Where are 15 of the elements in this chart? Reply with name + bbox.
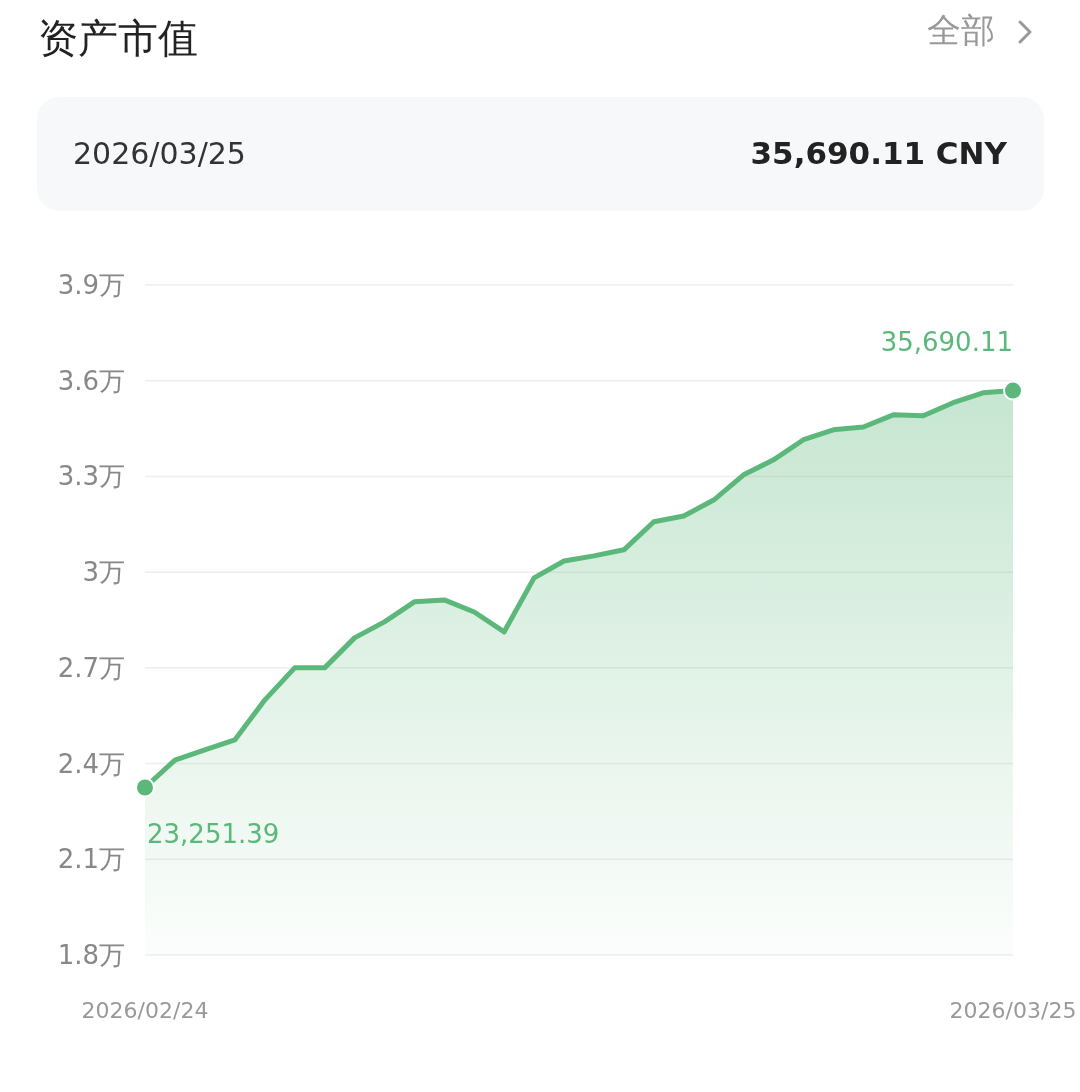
annotation: 23,251.39: [147, 818, 280, 849]
y-tick-label: 2.1万: [57, 844, 125, 875]
y-tick-label: 2.7万: [57, 652, 125, 683]
y-tick-label: 3.3万: [57, 461, 125, 492]
text: 2026/03/25: [73, 136, 246, 171]
y-tick-label: 1.8万: [57, 940, 125, 970]
chart-title: 资产市值: [38, 15, 198, 61]
text: 全部: [927, 10, 995, 50]
y-tick-label: 2.4万: [57, 748, 125, 779]
y-tick-label: 3万: [82, 557, 125, 588]
text: 35,690.11 CNY: [750, 135, 1008, 171]
annotation: 35,690.11: [880, 326, 1013, 357]
x-tick-label: 2026/02/24: [81, 998, 209, 1023]
y-tick-label: 3.9万: [57, 270, 125, 300]
y-tick-label: 3.6万: [57, 365, 125, 396]
